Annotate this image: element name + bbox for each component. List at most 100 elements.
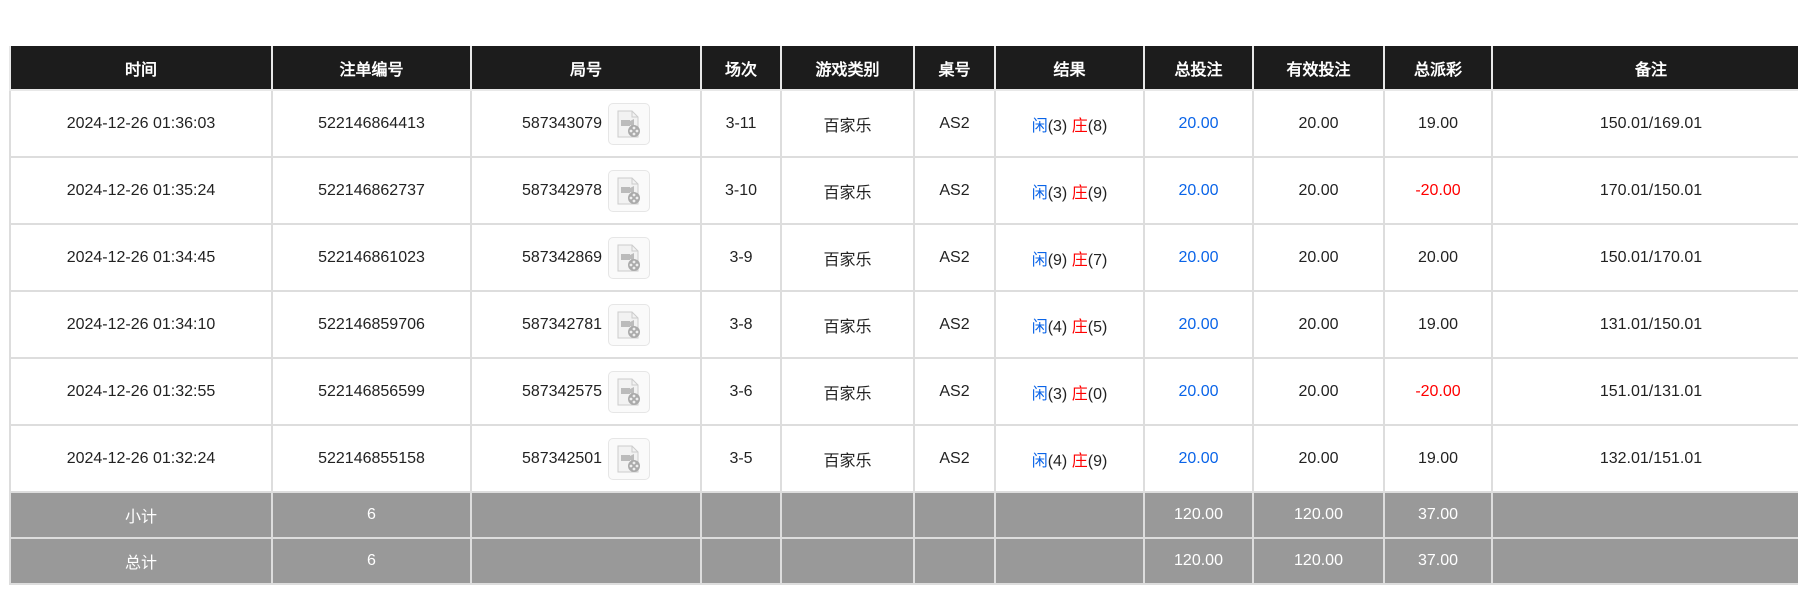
table-row: 2024-12-26 01:34:45 522146861023 5873428… xyxy=(9,223,1798,292)
game-type-cell: 百家乐 xyxy=(780,156,915,225)
valid-bet-cell: 20.00 xyxy=(1252,223,1385,292)
time-cell: 2024-12-26 01:36:03 xyxy=(9,89,273,158)
empty-cell xyxy=(780,491,915,539)
table-no-cell: AS2 xyxy=(913,89,996,158)
total-total-bet: 120.00 xyxy=(1143,537,1254,585)
video-file-icon[interactable] xyxy=(608,102,651,145)
payout-cell: -20.00 xyxy=(1383,357,1493,426)
game-type-cell: 百家乐 xyxy=(780,290,915,359)
time-cell: 2024-12-26 01:32:55 xyxy=(9,357,273,426)
player-score: (3) xyxy=(1047,385,1068,403)
total-bet-cell: 20.00 xyxy=(1143,223,1254,292)
bet-id-cell: 522146855158 xyxy=(271,424,472,493)
subtotal-payout: 37.00 xyxy=(1383,491,1493,539)
subtotal-row: 小计 6 120.00 120.00 37.00 xyxy=(9,491,1798,539)
column-header-bet-id: 注单编号 xyxy=(271,46,472,91)
column-header-total-payout: 总派彩 xyxy=(1383,46,1493,91)
table-no-cell: AS2 xyxy=(913,424,996,493)
note-cell: 132.01/151.01 xyxy=(1491,424,1798,493)
column-header-time: 时间 xyxy=(9,46,273,91)
round-number: 587342869 xyxy=(521,248,603,266)
time-cell: 2024-12-26 01:32:24 xyxy=(9,424,273,493)
total-bet-cell: 20.00 xyxy=(1143,290,1254,359)
round-cell: 587342978 xyxy=(470,156,702,225)
table-no-cell: AS2 xyxy=(913,290,996,359)
bet-id-cell: 522146864413 xyxy=(271,89,472,158)
column-header-result: 结果 xyxy=(994,46,1145,91)
result-cell: 闲(4) 庄(5) xyxy=(994,290,1145,359)
banker-score: (0) xyxy=(1087,385,1108,403)
round-number: 587343079 xyxy=(521,114,603,132)
result-cell: 闲(3) 庄(8) xyxy=(994,89,1145,158)
valid-bet-cell: 20.00 xyxy=(1252,156,1385,225)
player-label: 闲 xyxy=(1031,184,1048,202)
table-row: 2024-12-26 01:35:24 522146862737 5873429… xyxy=(9,156,1798,225)
table-row: 2024-12-26 01:32:24 522146855158 5873425… xyxy=(9,424,1798,493)
video-file-icon[interactable] xyxy=(608,437,651,480)
game-type-cell: 百家乐 xyxy=(780,424,915,493)
video-file-icon[interactable] xyxy=(608,169,651,212)
bet-id-cell: 522146862737 xyxy=(271,156,472,225)
note-cell: 150.01/170.01 xyxy=(1491,223,1798,292)
total-count: 6 xyxy=(271,537,472,585)
player-score: (3) xyxy=(1047,117,1068,135)
round-number: 587342575 xyxy=(521,382,603,400)
bet-records-table: 时间 注单编号 局号 场次 游戏类别 桌号 结果 总投注 有效投注 总派彩 备注 2024-12-2… xyxy=(9,46,1798,585)
note-cell: 131.01/150.01 xyxy=(1491,290,1798,359)
table-no-cell: AS2 xyxy=(913,156,996,225)
bet-id-cell: 522146856599 xyxy=(271,357,472,426)
bet-id-cell: 522146861023 xyxy=(271,223,472,292)
round-cell: 587342575 xyxy=(470,357,702,426)
payout-cell: -20.00 xyxy=(1383,156,1493,225)
empty-cell xyxy=(470,537,702,585)
column-header-table-no: 桌号 xyxy=(913,46,996,91)
empty-cell xyxy=(994,537,1145,585)
column-header-valid-bet: 有效投注 xyxy=(1252,46,1385,91)
round-number: 587342978 xyxy=(521,181,603,199)
player-label: 闲 xyxy=(1031,251,1048,269)
total-bet-cell: 20.00 xyxy=(1143,156,1254,225)
column-header-session: 场次 xyxy=(700,46,782,91)
session-cell: 3-10 xyxy=(700,156,782,225)
banker-label: 庄 xyxy=(1071,452,1088,470)
total-row: 总计 6 120.00 120.00 37.00 xyxy=(9,537,1798,585)
valid-bet-cell: 20.00 xyxy=(1252,357,1385,426)
total-bet-cell: 20.00 xyxy=(1143,424,1254,493)
round-cell: 587342501 xyxy=(470,424,702,493)
player-label: 闲 xyxy=(1031,318,1048,336)
session-cell: 3-8 xyxy=(700,290,782,359)
table-row: 2024-12-26 01:36:03 522146864413 5873430… xyxy=(9,89,1798,158)
time-cell: 2024-12-26 01:35:24 xyxy=(9,156,273,225)
result-cell: 闲(3) 庄(9) xyxy=(994,156,1145,225)
column-header-game-type: 游戏类别 xyxy=(780,46,915,91)
banker-score: (5) xyxy=(1087,318,1108,336)
player-score: (4) xyxy=(1047,452,1068,470)
session-cell: 3-9 xyxy=(700,223,782,292)
video-file-icon[interactable] xyxy=(608,370,651,413)
player-label: 闲 xyxy=(1031,385,1048,403)
note-cell: 150.01/169.01 xyxy=(1491,89,1798,158)
round-cell: 587343079 xyxy=(470,89,702,158)
result-cell: 闲(9) 庄(7) xyxy=(994,223,1145,292)
session-cell: 3-5 xyxy=(700,424,782,493)
subtotal-count: 6 xyxy=(271,491,472,539)
banker-label: 庄 xyxy=(1071,251,1088,269)
table-header-row: 时间 注单编号 局号 场次 游戏类别 桌号 结果 总投注 有效投注 总派彩 备注 xyxy=(9,46,1798,91)
note-cell: 170.01/150.01 xyxy=(1491,156,1798,225)
round-number: 587342781 xyxy=(521,315,603,333)
payout-cell: 19.00 xyxy=(1383,89,1493,158)
player-label: 闲 xyxy=(1031,452,1048,470)
game-type-cell: 百家乐 xyxy=(780,89,915,158)
round-cell: 587342781 xyxy=(470,290,702,359)
banker-score: (7) xyxy=(1087,251,1108,269)
player-label: 闲 xyxy=(1031,117,1048,135)
video-file-icon[interactable] xyxy=(608,236,651,279)
banker-score: (9) xyxy=(1087,184,1108,202)
banker-label: 庄 xyxy=(1071,318,1088,336)
player-score: (4) xyxy=(1047,318,1068,336)
round-cell: 587342869 xyxy=(470,223,702,292)
video-file-icon[interactable] xyxy=(608,303,651,346)
total-payout: 37.00 xyxy=(1383,537,1493,585)
banker-score: (9) xyxy=(1087,452,1108,470)
session-cell: 3-11 xyxy=(700,89,782,158)
